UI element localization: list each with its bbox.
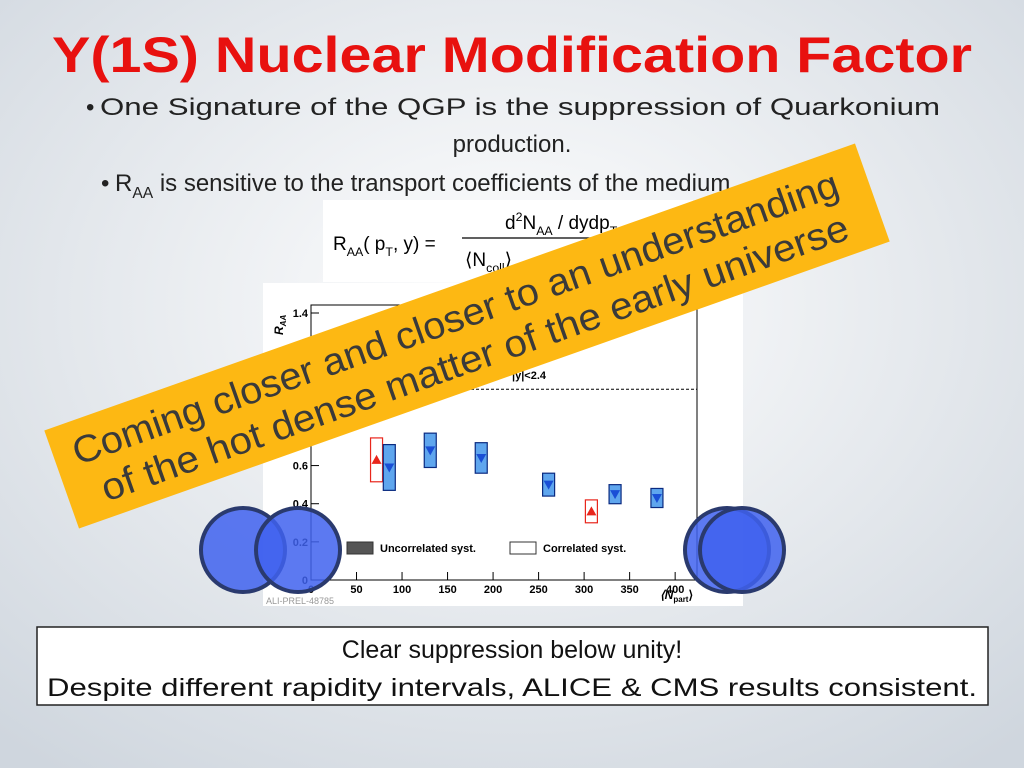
text-segment: AA: [279, 315, 288, 328]
x-tick-label: 250: [529, 584, 547, 596]
x-tick-label: 50: [350, 584, 362, 596]
y-tick-label: 1.4: [293, 308, 309, 320]
legend-label: Correlated syst.: [543, 543, 626, 555]
y-axis-label: RAA: [272, 315, 288, 335]
bullet-symbol: •: [86, 94, 94, 121]
marker: [425, 446, 436, 456]
marker: [610, 490, 621, 500]
x-tick-label: 100: [393, 584, 411, 596]
marker: [586, 506, 597, 516]
text-segment: ⟩: [688, 588, 693, 602]
circle: [254, 506, 342, 594]
marker: [384, 463, 395, 473]
circles: [199, 506, 786, 594]
text-segment: 2: [516, 210, 523, 224]
text-segment: T: [385, 245, 393, 259]
text-segment: ⟨N: [465, 250, 486, 271]
text-segment: , y) =: [393, 234, 436, 255]
marker: [371, 454, 382, 464]
text-segment: R: [272, 326, 286, 335]
text-segment: ⟩: [505, 250, 512, 271]
text-segment: ⟨N: [660, 588, 674, 602]
text-segment: AA: [132, 185, 153, 202]
circle: [698, 506, 786, 594]
x-tick-label: 300: [575, 584, 593, 596]
text-segment: is sensitive to the transport coefficien…: [153, 170, 737, 197]
text-segment: N: [522, 213, 536, 234]
watermark: ALI-PREL-48785: [266, 596, 334, 606]
bullet-text: One Signature of the QGP is the suppress…: [100, 94, 940, 121]
x-tick-label: 150: [438, 584, 456, 596]
x-tick-label: 200: [484, 584, 502, 596]
conclusion-text: Clear suppression below unity!: [342, 636, 682, 664]
marker: [651, 493, 662, 503]
formula-lhs: RAA( pT, y) =: [333, 234, 436, 259]
text-segment: ( p: [363, 234, 385, 255]
text-segment: d: [505, 213, 516, 234]
text-segment: R: [115, 170, 132, 197]
text-segment: part: [673, 595, 688, 604]
bullet-text: RAA is sensitive to the transport coeffi…: [115, 170, 737, 202]
annotation: |y|<2.4: [512, 370, 547, 382]
error-box: [369, 437, 384, 483]
error-box: [584, 499, 598, 524]
x-tick-label: 350: [620, 584, 638, 596]
conclusion-box: [36, 626, 989, 706]
marker: [543, 480, 554, 490]
title: Y(1S) Nuclear Modification Factor: [52, 27, 972, 83]
text-segment: AA: [347, 245, 364, 259]
y-tick-label: 0.6: [293, 461, 308, 473]
banner-box: [44, 143, 890, 529]
legend-swatch: [346, 541, 374, 555]
text-segment: R: [333, 234, 347, 255]
formula-numerator: d2NAA / dydpT: [505, 210, 618, 237]
text-segment: / dydp: [553, 213, 610, 234]
text-segment: AA: [536, 224, 553, 238]
legend-label: Uncorrelated syst.: [380, 543, 476, 555]
conclusion-text: Despite different rapidity intervals, AL…: [47, 674, 977, 702]
x-axis-label: ⟨Npart⟩: [660, 588, 693, 604]
marker: [476, 453, 487, 463]
bullet-text: production.: [453, 131, 572, 158]
legend-swatch: [509, 541, 537, 555]
x-tick-label: 400: [666, 584, 684, 596]
bullet-symbol: •: [101, 170, 109, 197]
